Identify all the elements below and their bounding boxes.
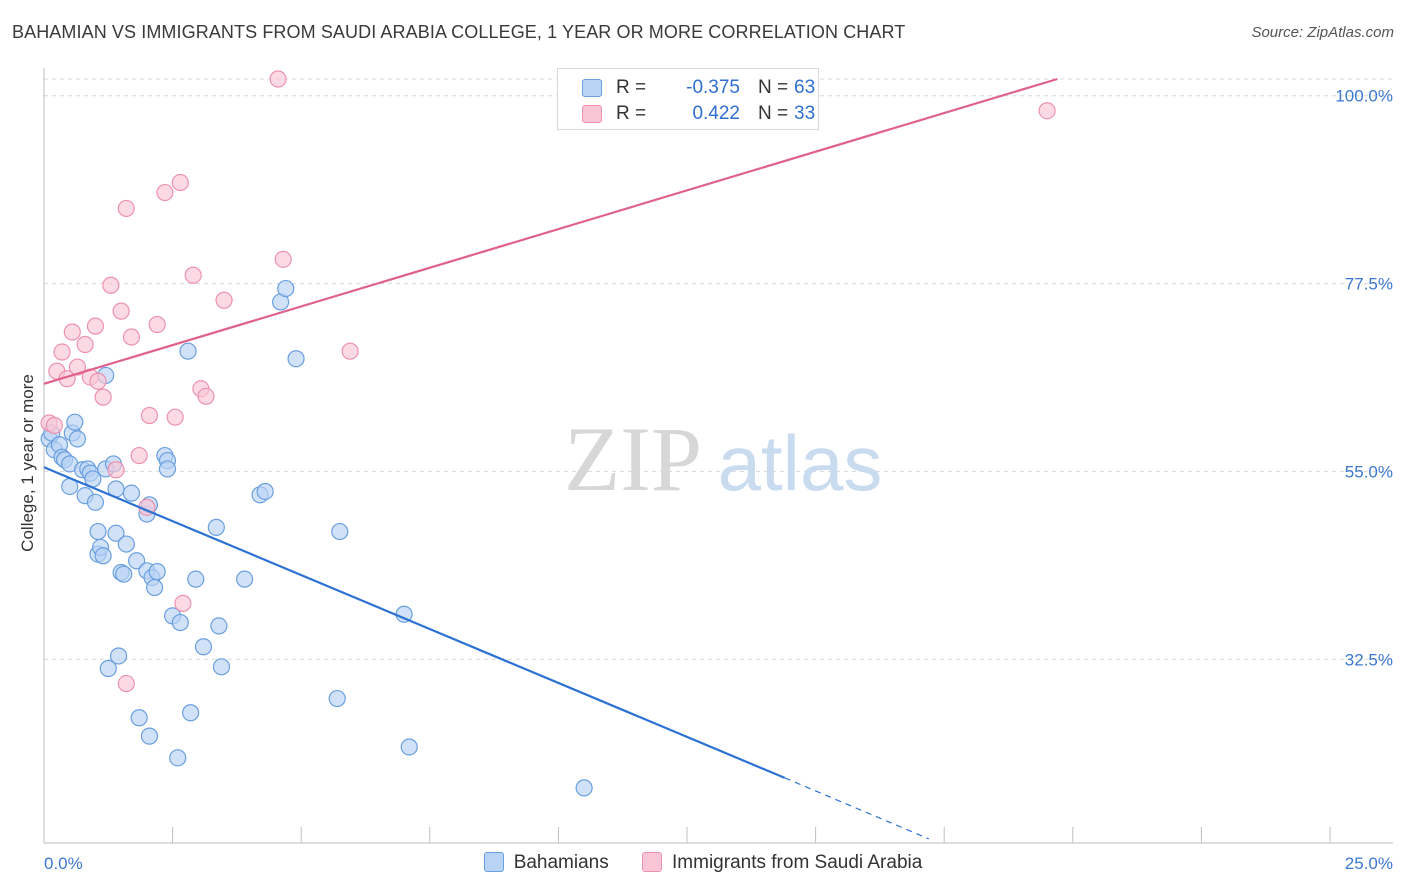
legend-item-bahamians[interactable]: Bahamians [483, 852, 609, 874]
point-saudi-arabia [45, 416, 63, 435]
watermark-zip: ZIP [564, 408, 702, 510]
point-saudi-arabia [63, 323, 81, 341]
x-tick-label-min: 0.0% [44, 854, 83, 873]
point-bahamians [68, 430, 87, 448]
point-saudi-arabia [140, 406, 159, 425]
r-value: 0.422 [692, 103, 740, 124]
point-bahamians [210, 617, 228, 635]
legend-swatch-pink [642, 852, 663, 872]
point-bahamians [171, 613, 189, 632]
point-bahamians [207, 518, 225, 536]
chart-title: BAHAMIAN VS IMMIGRANTS FROM SAUDI ARABIA… [12, 22, 906, 42]
point-bahamians [66, 413, 84, 431]
point-saudi-arabia [112, 302, 130, 320]
point-bahamians [158, 460, 177, 478]
stats-legend: R = -0.375 N = 63 R = 0.422 N = 33 [557, 68, 819, 130]
point-bahamians [194, 638, 213, 656]
watermark-atlas: atlas [718, 419, 883, 507]
legend-item-saudi-arabia[interactable]: Immigrants from Saudi Arabia [642, 852, 922, 874]
n-value: 63 [794, 77, 816, 98]
y-tick-label: 100.0% [1335, 87, 1393, 106]
trend-line-saudi-arabia [43, 77, 1058, 385]
trend-lines [43, 77, 1058, 840]
point-saudi-arabia [148, 315, 166, 334]
point-saudi-arabia [166, 408, 184, 426]
point-bahamians [187, 570, 205, 588]
point-bahamians [99, 659, 117, 678]
legend-label-saudi-arabia: Immigrants from Saudi Arabia [672, 852, 923, 873]
point-bahamians [331, 522, 349, 541]
point-bahamians [287, 350, 305, 368]
trend-line-bahamians [43, 466, 786, 779]
point-saudi-arabia [89, 372, 107, 390]
point-saudi-arabia [53, 343, 71, 361]
source-label: Source: ZipAtlas.com [1251, 24, 1394, 41]
point-bahamians [109, 647, 128, 665]
point-bahamians [117, 535, 135, 553]
legend-label-bahamians: Bahamians [513, 852, 609, 873]
point-bahamians [169, 749, 187, 767]
y-tick-label: 32.5% [1345, 650, 1393, 669]
point-saudi-arabia [94, 388, 112, 406]
point-saudi-arabia [68, 358, 87, 376]
n-label: N = [758, 103, 789, 124]
watermark: ZIP atlas [564, 408, 882, 510]
point-saudi-arabia [156, 183, 174, 202]
trend-line-extension-bahamians [784, 777, 930, 840]
point-saudi-arabia [197, 387, 215, 405]
point-bahamians [148, 563, 166, 581]
point-saudi-arabia [86, 317, 105, 335]
legend-swatch-blue [483, 852, 504, 872]
r-label: R = [616, 77, 647, 98]
point-saudi-arabia [102, 276, 120, 294]
legend-swatch-blue [582, 79, 602, 97]
point-bahamians [256, 482, 274, 501]
r-value: -0.375 [686, 77, 740, 98]
point-bahamians [277, 279, 295, 298]
point-saudi-arabia [76, 335, 94, 354]
point-bahamians [212, 658, 231, 676]
point-saudi-arabia [171, 173, 189, 192]
point-bahamians [130, 709, 148, 727]
point-saudi-arabia [117, 199, 135, 218]
legend-swatch-pink [582, 105, 602, 123]
point-bahamians [122, 484, 141, 502]
point-bahamians [145, 578, 164, 597]
point-saudi-arabia [122, 328, 141, 346]
point-saudi-arabia [117, 674, 135, 693]
point-bahamians [94, 547, 112, 565]
point-saudi-arabia [174, 594, 192, 612]
point-bahamians [86, 493, 105, 511]
r-label: R = [616, 103, 647, 124]
series-legend: Bahamians Immigrants from Saudi Arabia [0, 852, 1406, 878]
point-bahamians [89, 522, 107, 541]
point-saudi-arabia [341, 342, 359, 360]
tick-labels: 32.5% 55.0% 77.5% 100.0% 0.0% 25.0% [44, 87, 1393, 873]
point-saudi-arabia [107, 461, 125, 479]
data-points [40, 70, 1056, 797]
point-saudi-arabia [269, 70, 287, 88]
point-bahamians [140, 727, 159, 745]
point-bahamians [179, 342, 197, 360]
point-bahamians [115, 565, 133, 583]
point-bahamians [182, 704, 200, 722]
y-tick-label: 55.0% [1345, 462, 1393, 481]
n-label: N = [758, 77, 789, 98]
x-tick-label-max: 25.0% [1345, 854, 1393, 873]
point-bahamians [400, 738, 418, 756]
y-tick-label: 77.5% [1345, 275, 1393, 294]
point-saudi-arabia [184, 266, 202, 284]
point-bahamians [328, 689, 346, 708]
point-saudi-arabia [215, 291, 233, 309]
point-bahamians [575, 779, 593, 797]
n-value: 33 [794, 103, 816, 124]
point-saudi-arabia [1038, 102, 1056, 120]
point-bahamians [107, 524, 125, 542]
axes [43, 68, 1393, 844]
point-bahamians [236, 570, 254, 588]
point-bahamians [127, 552, 146, 570]
point-saudi-arabia [130, 446, 148, 465]
point-saudi-arabia [274, 250, 292, 268]
